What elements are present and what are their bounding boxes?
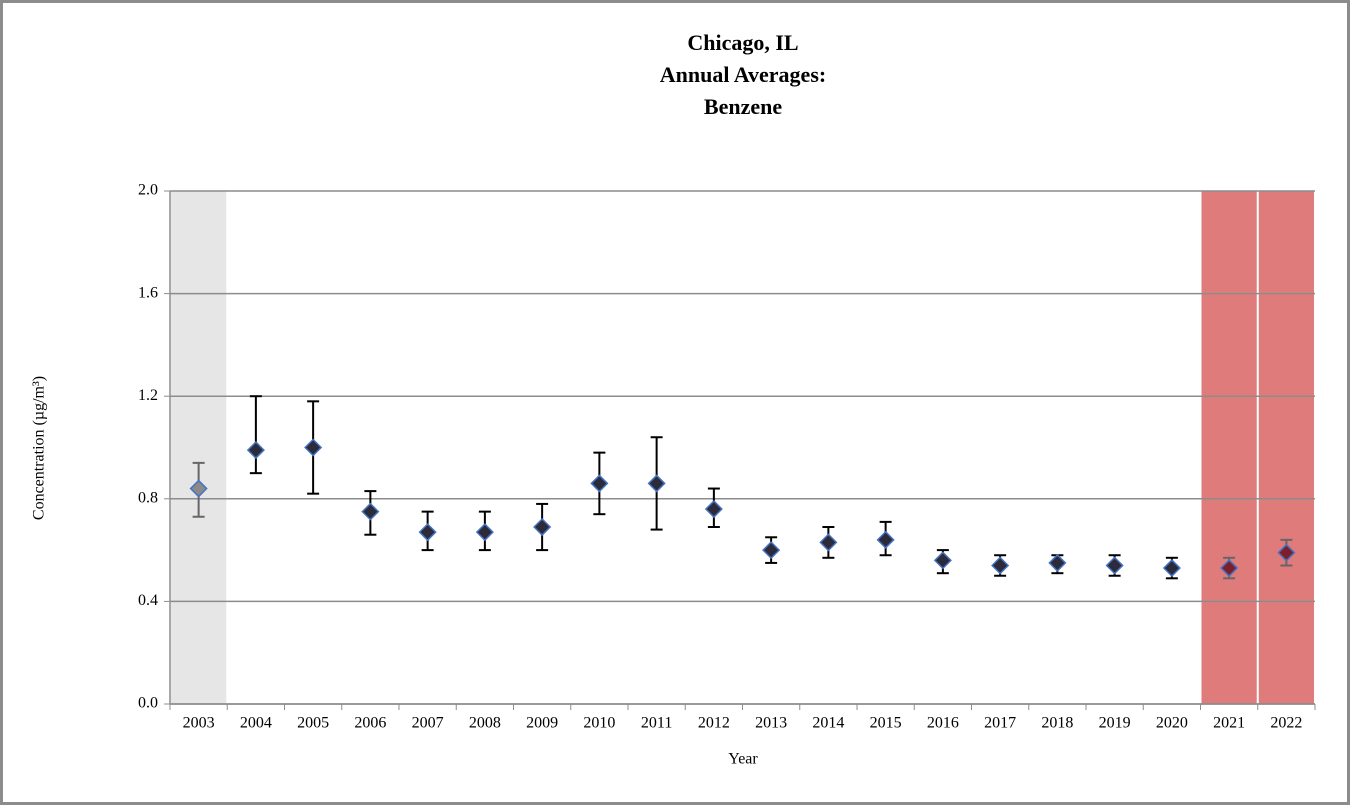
chart-title: Annual Averages:: [660, 62, 826, 87]
y-tick-label: 2.0: [138, 182, 158, 199]
y-tick-label: 1.2: [138, 387, 158, 404]
shaded-band: [171, 191, 227, 704]
x-tick-label: 2012: [698, 715, 730, 732]
y-tick-label: 0.4: [138, 592, 158, 609]
shaded-band: [1201, 191, 1257, 704]
x-tick-label: 2013: [755, 715, 787, 732]
x-tick-label: 2003: [183, 715, 215, 732]
marker: [361, 502, 380, 521]
x-tick-label: 2022: [1270, 715, 1302, 732]
x-tick-label: 2021: [1213, 715, 1245, 732]
x-tick-label: 2019: [1099, 715, 1131, 732]
marker: [1048, 553, 1067, 572]
marker: [876, 530, 895, 549]
x-tick-label: 2016: [927, 715, 959, 732]
x-tick-label: 2014: [812, 715, 844, 732]
y-axis-title: Concentration (µg/m³): [31, 376, 48, 520]
marker: [418, 523, 437, 542]
marker: [1277, 543, 1296, 562]
marker: [819, 533, 838, 552]
x-tick-label: 2009: [526, 715, 558, 732]
marker: [533, 517, 552, 537]
marker: [1220, 558, 1239, 578]
x-tick-label: 2007: [412, 715, 444, 732]
y-tick-label: 0.0: [138, 695, 158, 712]
x-tick-label: 2011: [641, 715, 672, 732]
shaded-band: [1258, 191, 1314, 704]
marker: [189, 479, 208, 498]
x-tick-label: 2004: [240, 715, 272, 732]
marker: [1105, 556, 1124, 575]
marker: [590, 474, 609, 493]
marker: [647, 474, 666, 493]
chart-title: Benzene: [704, 94, 782, 119]
x-tick-label: 2005: [297, 715, 329, 732]
marker: [933, 551, 952, 570]
marker: [762, 541, 781, 560]
x-tick-label: 2010: [583, 715, 615, 732]
y-tick-label: 0.8: [138, 489, 158, 506]
marker: [704, 499, 723, 519]
marker: [304, 438, 323, 457]
marker: [991, 556, 1010, 575]
x-tick-label: 2006: [354, 715, 386, 732]
x-tick-label: 2018: [1041, 715, 1073, 732]
x-tick-label: 2008: [469, 715, 501, 732]
marker: [475, 523, 494, 542]
x-tick-label: 2020: [1156, 715, 1188, 732]
marker: [1162, 558, 1181, 578]
y-tick-label: 1.6: [138, 284, 158, 301]
chart-title: Chicago, IL: [687, 30, 798, 55]
x-tick-label: 2015: [870, 715, 902, 732]
x-tick-label: 2017: [984, 715, 1016, 732]
x-axis-title: Year: [728, 751, 758, 768]
marker: [246, 441, 265, 460]
